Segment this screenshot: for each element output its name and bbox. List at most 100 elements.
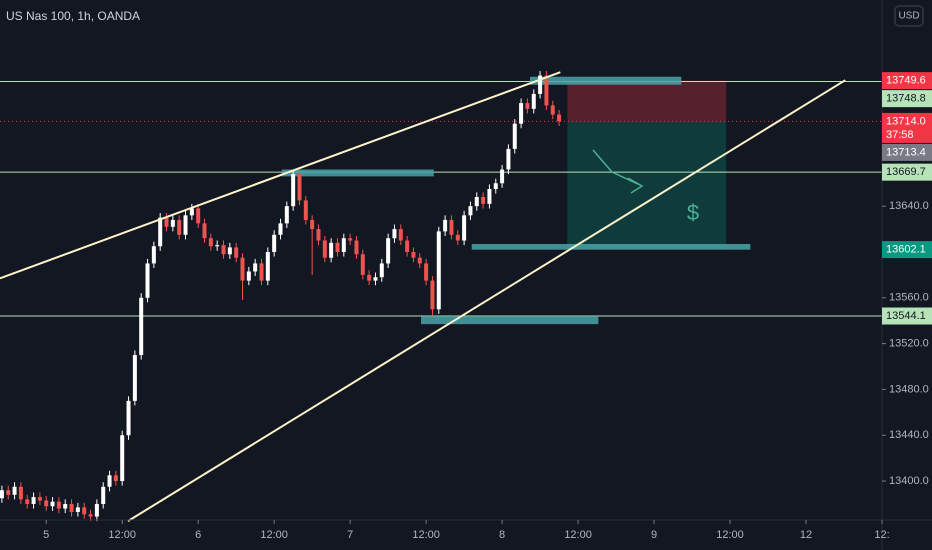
candle-body (177, 219, 182, 235)
x-tick-label: 8 (499, 529, 505, 541)
candle-body (468, 206, 473, 216)
price-tag-label: 13602.1 (886, 243, 926, 255)
price-tag-label: 13714.0 (886, 115, 926, 127)
candle-body (398, 229, 403, 241)
price-tag-label: 13669.7 (886, 166, 926, 178)
candle-body (18, 486, 23, 500)
zone (471, 243, 751, 250)
y-tick-label: 13560.0 (889, 292, 929, 304)
candle-body (132, 355, 137, 401)
candle-body (145, 263, 150, 298)
x-tick-label: 12:00 (260, 529, 288, 541)
x-tick-label: 12:00 (564, 529, 592, 541)
candle-body (31, 497, 36, 504)
candle-body (392, 229, 397, 239)
candle-body (303, 200, 308, 220)
candle-body (25, 499, 30, 504)
price-tag-label: 13713.4 (886, 146, 926, 158)
target-zone (567, 121, 727, 250)
x-tick-label: 6 (195, 529, 201, 541)
candle-body (443, 219, 448, 232)
candle-body (151, 246, 156, 264)
candle-body (500, 169, 505, 184)
x-tick-label: 12:00 (108, 529, 136, 541)
candle-body (63, 503, 68, 509)
candle-body (455, 234, 460, 241)
candle-body (278, 223, 283, 235)
candle-body (246, 271, 251, 281)
candle-body (196, 208, 201, 224)
price-tag (882, 143, 932, 161)
candle-body (348, 238, 353, 241)
candle-body (335, 242, 340, 252)
price-tag (882, 90, 932, 108)
countdown: 37:58 (886, 129, 914, 141)
candle-body (487, 188, 492, 204)
candle-body (6, 490, 11, 495)
price-tag (882, 72, 932, 90)
candle-body (253, 263, 258, 272)
candle-body (316, 229, 321, 241)
candle-body (139, 297, 144, 356)
candle-body (506, 148, 511, 170)
candle-body (449, 219, 454, 235)
candle-body (367, 274, 372, 281)
candle-body (158, 217, 163, 247)
candle-body (272, 234, 277, 252)
y-tick-label: 13400.0 (889, 475, 929, 487)
candle-body (462, 215, 467, 241)
candle-body (183, 215, 188, 235)
candle-body (215, 245, 220, 247)
x-tick-label: 5 (43, 529, 49, 541)
candle-body (550, 105, 555, 115)
candle-body (329, 242, 334, 258)
candle-body (113, 475, 118, 482)
candle-body (101, 486, 106, 504)
plot (0, 71, 882, 522)
candle-body (56, 501, 61, 509)
candle-body (107, 475, 112, 487)
candle-body (202, 223, 207, 239)
x-tick-label: 12:00 (412, 529, 440, 541)
candle-body (120, 435, 125, 482)
candle-body (538, 75, 543, 94)
candle-body (50, 501, 55, 507)
candle-body (12, 486, 17, 495)
price-tag (882, 163, 932, 181)
candle-body (88, 514, 93, 517)
candle-body (354, 240, 359, 255)
candle-body (170, 219, 175, 227)
arrow (592, 149, 644, 194)
candle-body (424, 263, 429, 281)
candle-body (37, 497, 42, 501)
currency-button[interactable] (894, 5, 924, 27)
zone (529, 76, 682, 85)
candle-body (519, 103, 524, 124)
position-label: $ (687, 200, 699, 225)
candle-body (310, 219, 315, 230)
candle-body (82, 507, 87, 515)
candle-body (322, 240, 327, 258)
candle-body (493, 183, 498, 189)
candle-body (525, 103, 530, 109)
trend-line (127, 79, 846, 522)
candle-body (481, 197, 486, 204)
x-tick-label: 7 (347, 529, 353, 541)
candle-body (341, 238, 346, 252)
price-tag (882, 112, 932, 143)
candle-body (75, 507, 80, 512)
candle-body (373, 277, 378, 281)
candle-body (0, 490, 4, 499)
candle-body (360, 254, 365, 275)
currency[interactable]: USD (898, 11, 919, 22)
candle-body (227, 247, 232, 255)
x-tick-label: 9 (651, 529, 657, 541)
candle-body (417, 257, 422, 264)
zone (281, 169, 434, 177)
price-tag-label: 13749.6 (886, 75, 926, 87)
x-tick-label: 12 (800, 529, 812, 541)
x-tick-label: 12: (874, 529, 889, 541)
candle-body (284, 206, 289, 224)
trend-line (0, 71, 561, 280)
candle-body (69, 503, 74, 512)
